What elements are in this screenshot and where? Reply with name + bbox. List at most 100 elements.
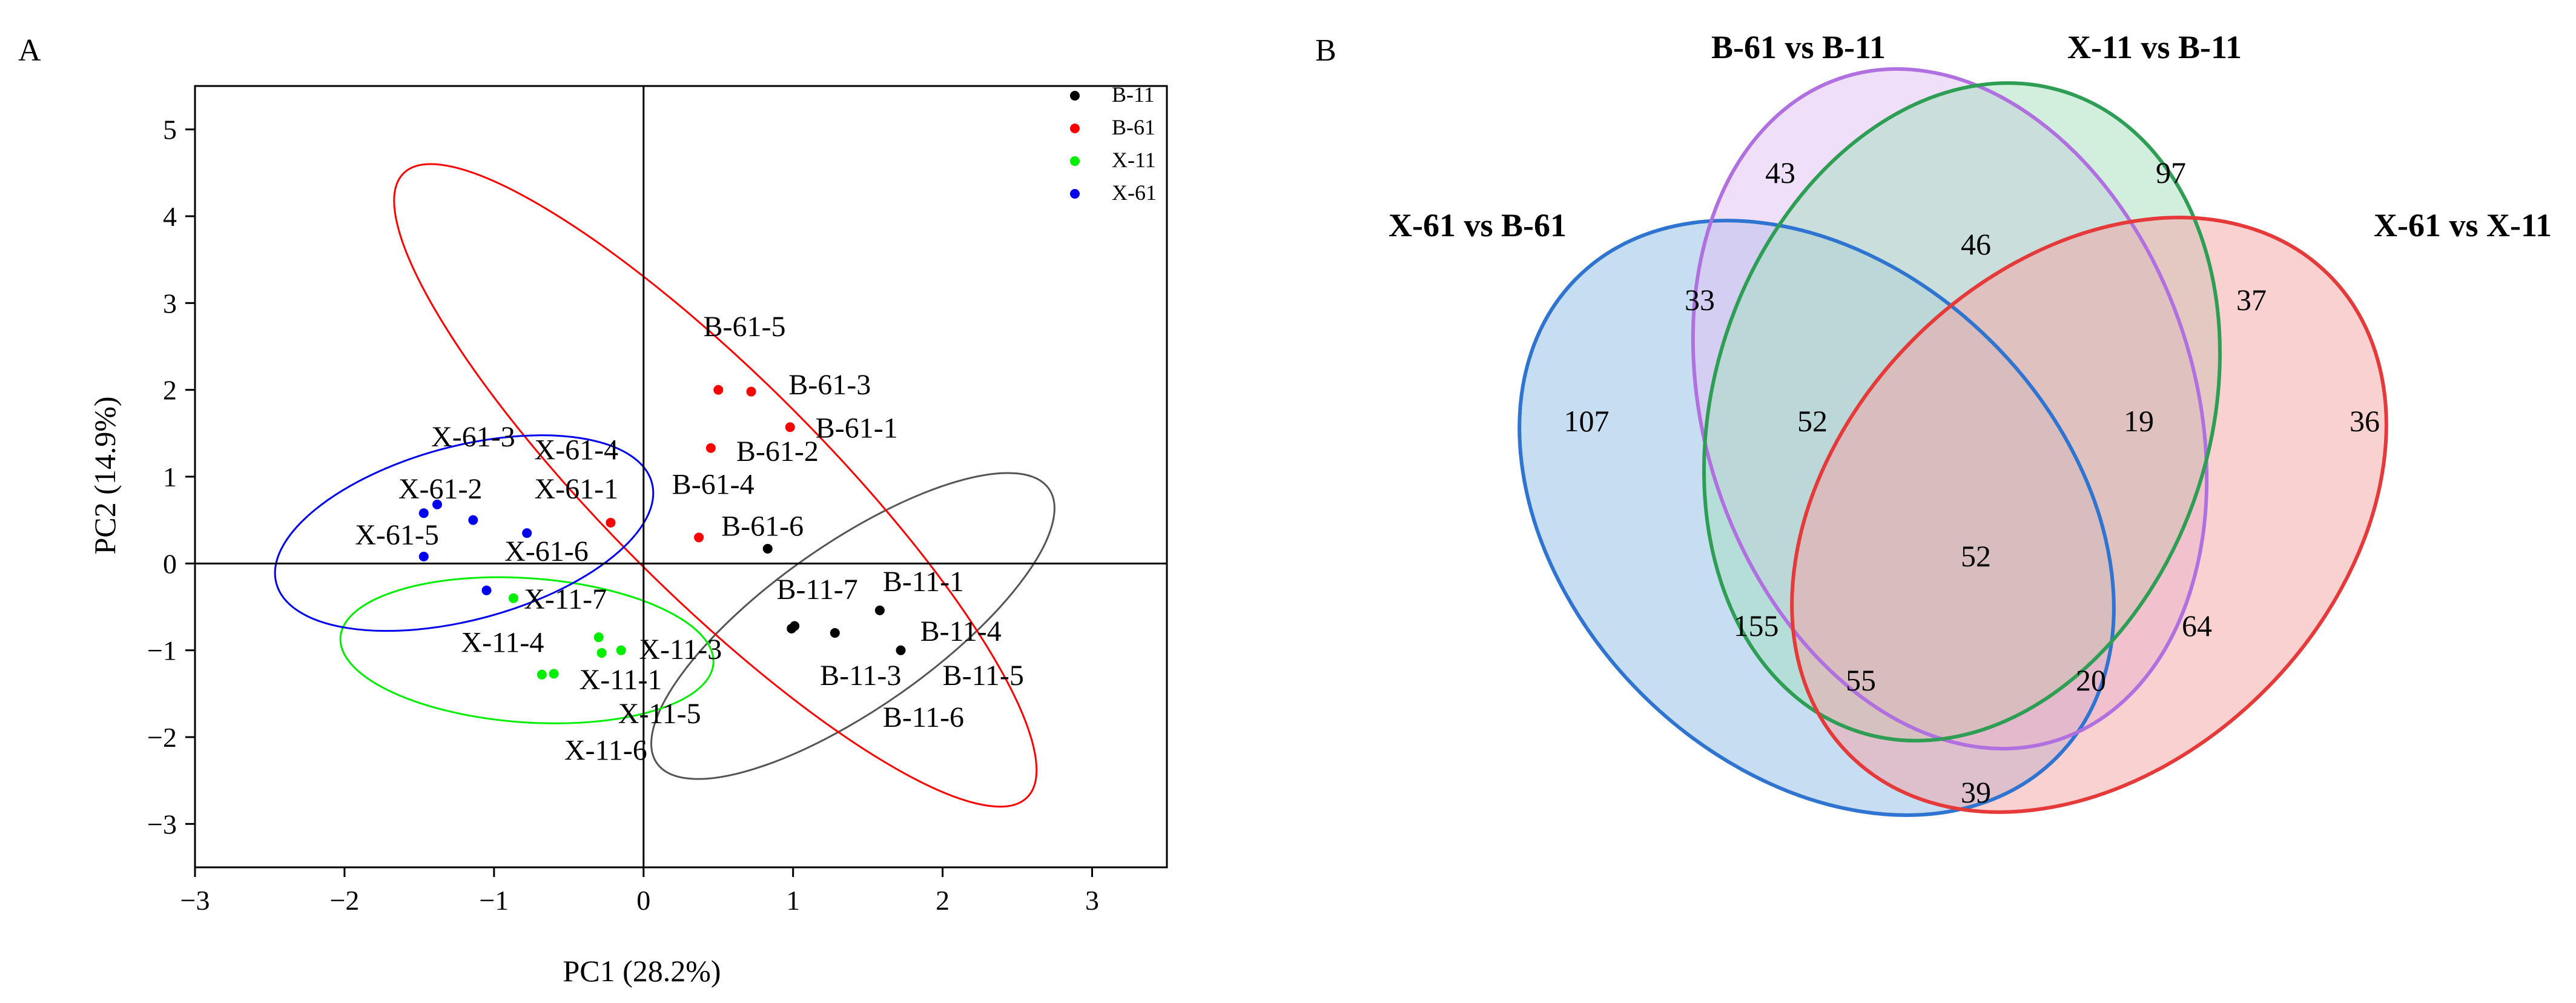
- venn-region-count: 39: [1961, 775, 1991, 809]
- y-tick-label: 0: [163, 548, 177, 579]
- sample-label: X-61-2: [398, 473, 483, 505]
- point-x-61: [418, 551, 429, 561]
- legend-marker-b-11: [1070, 91, 1080, 101]
- legend-marker-b-61: [1070, 124, 1080, 133]
- panel-b-label: B: [1315, 33, 1336, 68]
- ellipse-x-61: [274, 434, 655, 632]
- sample-label: X-11-3: [639, 634, 722, 666]
- venn-region-count: 97: [2156, 156, 2186, 190]
- venn-region-count: 43: [1765, 156, 1795, 190]
- y-tick-label: 3: [163, 288, 177, 319]
- point-b-11: [830, 628, 840, 638]
- pca-point-labels: B-11-1 B-11-7 B-11-4 B-11-3 B-11-5 B-11-6 B-61…: [355, 311, 1024, 766]
- point-x-11: [593, 632, 604, 643]
- venn-region-count: 64: [2182, 609, 2212, 643]
- sample-label: X-11-7: [524, 583, 607, 615]
- sample-label: B-61-2: [736, 435, 819, 468]
- sample-label: B-61-3: [788, 369, 871, 401]
- y-axis-label: PC2 (14.9%): [88, 396, 122, 554]
- point-x-61: [418, 508, 429, 518]
- point-b-61: [746, 386, 756, 397]
- y-tick-label: −3: [147, 809, 177, 839]
- venn-region-count: 55: [1846, 663, 1876, 697]
- sample-label: B-61-6: [721, 510, 804, 542]
- point-x-61: [522, 528, 532, 538]
- y-tick-label: 2: [163, 375, 177, 406]
- venn-region-count: 20: [2076, 663, 2106, 697]
- venn-set-name: X-11 vs B-11: [2067, 29, 2242, 65]
- point-b-61: [694, 532, 704, 543]
- sample-label: X-11-5: [618, 698, 701, 730]
- sample-label: X-61-5: [355, 519, 439, 551]
- x-axis-label: PC1 (28.2%): [563, 954, 721, 988]
- point-x-11: [537, 669, 547, 680]
- pca-points: [418, 385, 906, 680]
- sample-label: B-11-6: [883, 701, 964, 733]
- venn-region-count: 33: [1685, 283, 1715, 317]
- venn-diagram: X-61 vs B-61 B-61 vs B-11 X-11 vs B-11 X-61…: [1389, 29, 2552, 817]
- y-tick-label: 5: [163, 114, 177, 145]
- sample-label: X-11-4: [461, 627, 544, 659]
- point-x-61: [432, 499, 443, 509]
- point-b-11: [896, 645, 906, 655]
- point-b-11: [874, 605, 885, 615]
- ellipse-b-11: [650, 472, 1055, 780]
- legend-label-x-61: X-61: [1112, 180, 1157, 205]
- venn-region-count: 155: [1734, 609, 1779, 643]
- point-x-61: [481, 585, 492, 595]
- venn-outline-x-61-vs-x-11: [1790, 216, 2388, 814]
- y-tick-label: −1: [147, 635, 177, 666]
- venn-outlines: [1518, 67, 2388, 817]
- sample-label: X-61-1: [535, 473, 619, 505]
- venn-region-count: 36: [2350, 404, 2380, 438]
- venn-set-name: B-61 vs B-11: [1711, 29, 1886, 65]
- venn-region-count: 107: [1564, 404, 1610, 438]
- panel-a-label: A: [18, 33, 41, 68]
- x-tick-label: 1: [786, 885, 800, 916]
- venn-outline-x-61-vs-b-61: [1518, 219, 2116, 817]
- legend-label-x-11: X-11: [1112, 148, 1156, 172]
- sample-label: X-61-4: [535, 434, 619, 466]
- legend-marker-x-61: [1070, 189, 1080, 199]
- point-x-61: [468, 515, 478, 525]
- venn-region-count: 52: [1797, 404, 1828, 438]
- sample-label: B-61-5: [704, 311, 786, 343]
- point-x-11: [549, 669, 559, 679]
- venn-outline-x-11-vs-b-11: [1702, 81, 2222, 743]
- legend-label-b-61: B-61: [1112, 115, 1155, 139]
- sample-label: X-11-1: [580, 664, 662, 696]
- venn-set-name: X-61 vs X-11: [2374, 207, 2552, 243]
- point-b-11: [790, 621, 800, 631]
- legend-marker-x-11: [1070, 156, 1080, 166]
- venn-region-count: 19: [2124, 404, 2154, 438]
- x-tick-label: 0: [636, 885, 650, 916]
- x-tick-label: −2: [329, 885, 359, 916]
- venn-set-names: X-61 vs B-61 B-61 vs B-11 X-11 vs B-11 X-61…: [1389, 29, 2552, 243]
- point-b-61: [606, 517, 616, 528]
- point-x-11: [596, 647, 607, 658]
- point-b-61: [785, 422, 795, 432]
- sample-label: B-11-7: [777, 574, 858, 606]
- x-tick-label: 3: [1085, 885, 1099, 916]
- pca-ellipses: [274, 163, 1055, 808]
- sample-label: X-11-6: [564, 734, 647, 766]
- sample-label: B-11-5: [943, 660, 1024, 692]
- sample-label: B-61-4: [672, 469, 755, 501]
- y-tick-label: 4: [163, 201, 177, 232]
- sample-label: B-11-3: [820, 660, 901, 692]
- sample-label: X-61-6: [504, 535, 589, 568]
- sample-label: B-11-4: [920, 615, 1002, 647]
- venn-outline-b-61-vs-b-11: [1691, 67, 2209, 750]
- point-b-61: [713, 385, 724, 395]
- y-tick-label: −2: [147, 722, 177, 753]
- legend-label-b-11: B-11: [1112, 82, 1155, 107]
- venn-ellipse-x-61-vs-x-11: [1792, 217, 2386, 812]
- point-b-61: [705, 443, 716, 453]
- x-tick-label: 2: [936, 885, 949, 916]
- sample-label: B-11-1: [883, 566, 964, 598]
- venn-ellipses: [1519, 69, 2386, 815]
- y-tick-label: 1: [163, 462, 177, 492]
- venn-region-count: 37: [2236, 283, 2267, 317]
- pca-legend: B-11 B-61 X-11 X-61: [1070, 82, 1157, 205]
